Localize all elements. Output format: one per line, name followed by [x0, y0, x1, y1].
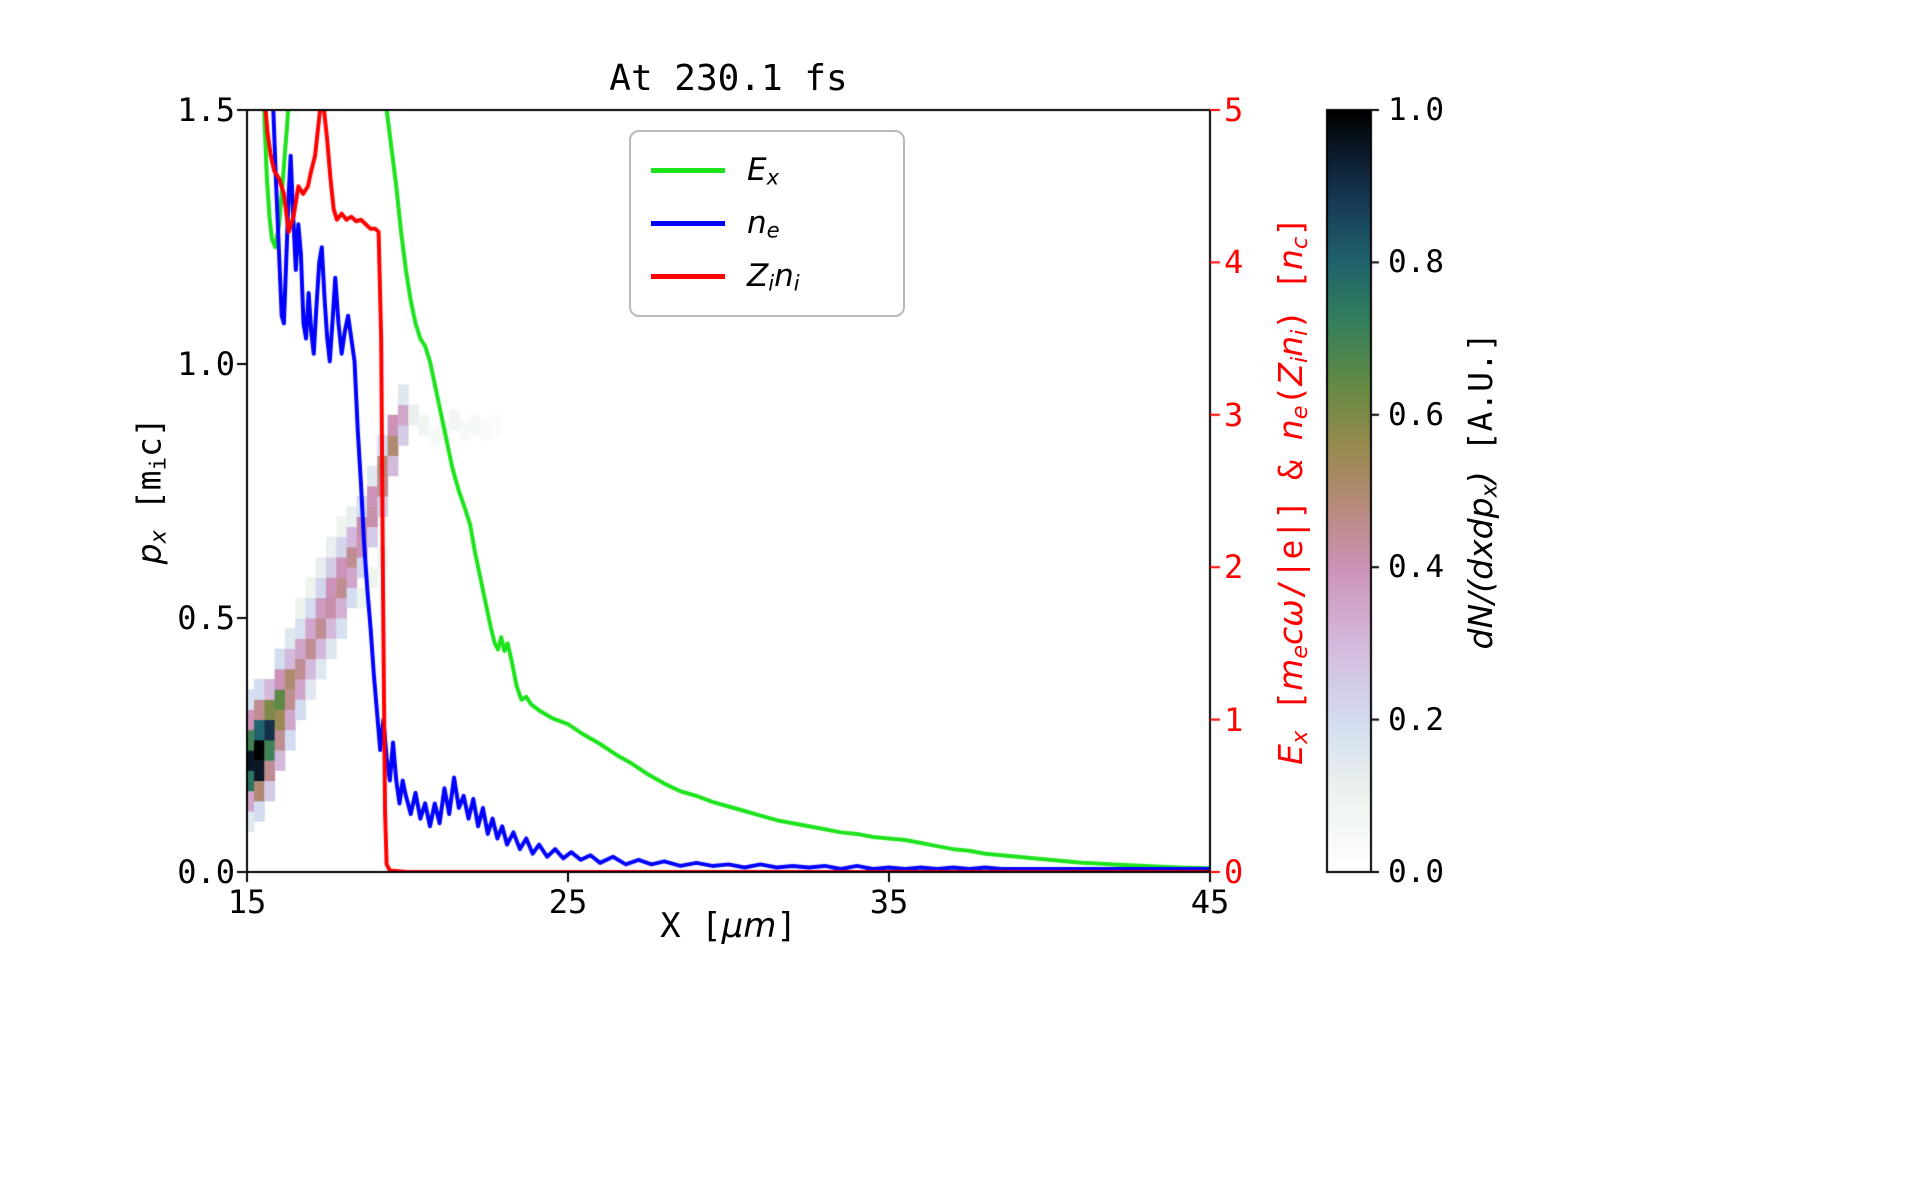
colorbar-tick-label: 0.4	[1388, 549, 1444, 586]
colorbar-tick-label: 0.8	[1388, 244, 1444, 281]
y-right-tick-label: 1	[1224, 700, 1244, 739]
x-tick-label: 45	[1190, 883, 1230, 921]
colorbar-tick-label: 0.0	[1388, 854, 1444, 890]
y-right-tick-label: 4	[1224, 243, 1244, 282]
colorbar-tick-label: 0.2	[1388, 701, 1444, 738]
x-tick-label: 15	[227, 883, 267, 921]
legend-item: ne	[631, 197, 903, 250]
y-left-tick-label: 0.0	[177, 853, 235, 891]
y-left-tick-label: 1.5	[177, 91, 235, 129]
legend-label: Zini	[747, 257, 800, 296]
y-right-tick-label: 0	[1224, 853, 1244, 891]
y-right-tick-label: 2	[1224, 548, 1244, 587]
legend-label: ne	[747, 204, 780, 243]
y-right-tick-label: 5	[1224, 91, 1244, 129]
legend-line-swatch	[651, 168, 725, 173]
colorbar-tick-label: 0.6	[1388, 396, 1444, 433]
y-left-tick-label: 1.0	[177, 345, 235, 383]
legend-line-swatch	[651, 221, 725, 226]
legend: Ex ne Zini	[629, 130, 905, 317]
legend-label: Ex	[747, 151, 780, 190]
legend-line-swatch	[651, 274, 725, 279]
colorbar-tick-label: 1.0	[1388, 92, 1444, 128]
y-left-tick-label: 0.5	[177, 599, 235, 637]
legend-item: Zini	[631, 250, 903, 303]
x-axis-label: X [μm]	[660, 906, 797, 946]
chart-title: At 230.1 fs	[609, 58, 848, 99]
legend-item: Ex	[631, 144, 903, 197]
x-tick-label: 25	[548, 883, 588, 921]
x-tick-label: 35	[869, 883, 909, 921]
y-right-tick-label: 3	[1224, 395, 1244, 434]
